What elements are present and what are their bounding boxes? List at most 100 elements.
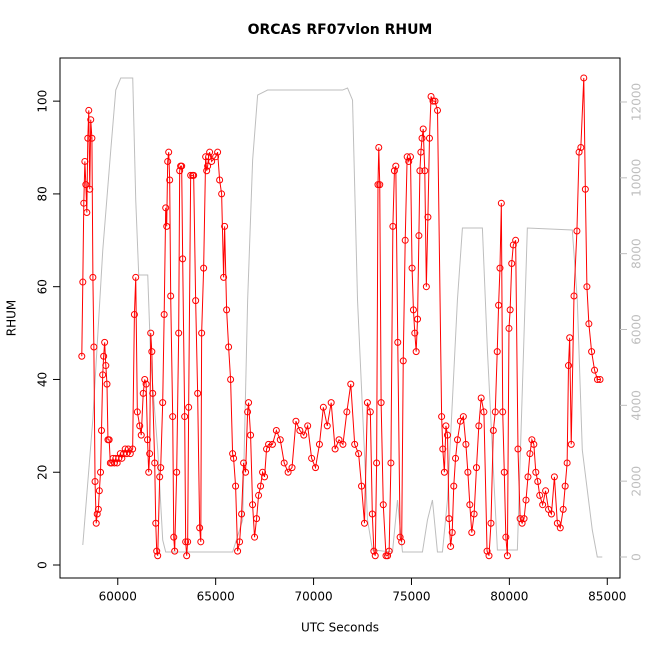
data-point [159, 399, 167, 407]
data-point [591, 366, 599, 374]
data-point [406, 153, 414, 161]
data-point [170, 533, 178, 541]
data-point [202, 153, 210, 161]
data-point [182, 538, 190, 546]
x-tick-label: 85000 [588, 590, 626, 604]
data-point [468, 529, 476, 537]
data-point [147, 329, 155, 337]
data-point [327, 399, 335, 407]
data-point [377, 399, 385, 407]
data-point [403, 153, 411, 161]
data-point [129, 445, 137, 453]
data-point [157, 464, 165, 472]
data-point [94, 505, 102, 513]
data-point [331, 445, 339, 453]
data-point [276, 436, 284, 444]
y2-tick-label: 2000 [630, 466, 644, 497]
data-point [240, 459, 248, 467]
data-point [466, 501, 474, 509]
data-point [487, 519, 495, 527]
data-point [542, 487, 550, 495]
data-point [502, 533, 510, 541]
data-point [173, 468, 181, 476]
data-point [247, 431, 255, 439]
data-point [105, 436, 113, 444]
data-point [522, 496, 530, 504]
data-point [257, 482, 265, 490]
data-point [149, 389, 157, 397]
data-point [151, 459, 159, 467]
data-point [323, 422, 331, 430]
data-point [489, 426, 497, 434]
data-point [366, 408, 374, 416]
data-point [81, 157, 89, 165]
data-point [204, 162, 212, 170]
data-point [485, 552, 493, 560]
data-point [154, 552, 162, 560]
data-point [536, 491, 544, 499]
data-point [418, 134, 426, 142]
data-point [312, 464, 320, 472]
data-point [171, 547, 179, 555]
data-point [197, 538, 205, 546]
data-point [142, 380, 150, 388]
data-point [167, 292, 175, 300]
data-point [412, 348, 420, 356]
x-tick-label: 75000 [392, 590, 430, 604]
data-point [518, 519, 526, 527]
data-point [373, 459, 381, 467]
data-point [137, 431, 145, 439]
data-point [120, 450, 128, 458]
data-point [244, 408, 252, 416]
x-tick-label: 65000 [197, 590, 235, 604]
data-point [223, 306, 231, 314]
data-point [559, 505, 567, 513]
y-tick-label: 40 [36, 372, 50, 387]
data-point [259, 468, 267, 476]
data-point [445, 515, 453, 523]
data-point [442, 422, 450, 430]
data-point [561, 482, 569, 490]
data-point [245, 399, 253, 407]
data-point [145, 468, 153, 476]
data-point [79, 278, 87, 286]
data-point [401, 236, 409, 244]
data-point [242, 468, 250, 476]
data-point [139, 389, 147, 397]
data-point [405, 157, 413, 165]
data-point [583, 283, 591, 291]
data-point [92, 519, 100, 527]
x-axis-label: UTC Seconds [301, 621, 379, 635]
data-point [192, 297, 200, 305]
data-point [91, 478, 99, 486]
data-point [556, 524, 564, 532]
data-point [280, 459, 288, 467]
data-point [368, 510, 376, 518]
x-tick-label: 70000 [294, 590, 332, 604]
data-point [408, 264, 416, 272]
data-point [575, 148, 583, 156]
data-point [268, 440, 276, 448]
data-point [176, 167, 184, 175]
data-point [514, 445, 522, 453]
data-point [470, 510, 478, 518]
data-point [390, 167, 398, 175]
data-point [567, 440, 575, 448]
data-point [570, 292, 578, 300]
data-point [230, 454, 238, 462]
y2-tick-label: 6000 [630, 314, 644, 345]
data-point [483, 547, 491, 555]
y-tick-label: 100 [36, 90, 50, 113]
series-line [82, 77, 603, 558]
data-point [196, 524, 204, 532]
data-point [508, 259, 516, 267]
data-point [200, 264, 208, 272]
data-point [265, 440, 273, 448]
data-point [130, 311, 138, 319]
data-point [99, 371, 107, 379]
data-point [376, 181, 384, 189]
x-tick-label: 80000 [490, 590, 528, 604]
data-point [292, 417, 300, 425]
data-point [472, 464, 480, 472]
